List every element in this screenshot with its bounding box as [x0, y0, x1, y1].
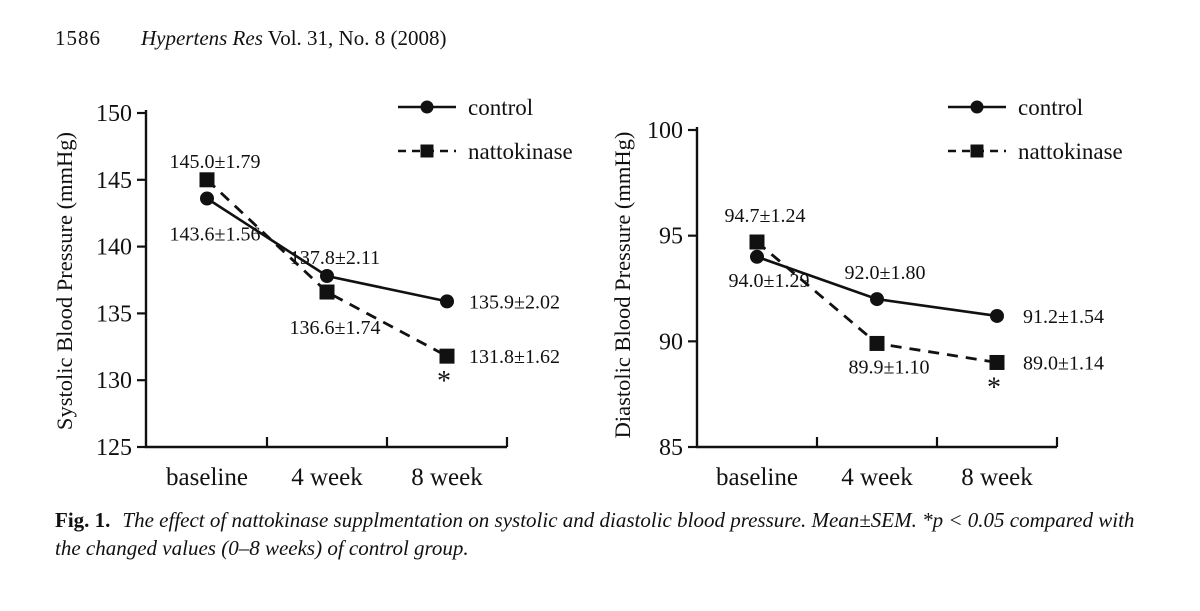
data-point-circle: [750, 249, 764, 264]
y-axis-title: Diastolic Blood Pressure (mmHg): [610, 132, 635, 439]
legend-marker-square: [420, 144, 434, 158]
data-point-square: [749, 234, 765, 250]
data-point-square: [989, 354, 1005, 370]
point-value-label: 145.0±1.79: [170, 151, 261, 173]
data-point-square: [319, 284, 335, 300]
legend-marker-circle: [970, 100, 984, 114]
data-point-square: [439, 348, 455, 364]
point-value-label: 89.0±1.14: [1023, 352, 1104, 374]
category-label: 8 week: [961, 464, 1033, 491]
legend-marker-circle: [420, 100, 434, 114]
data-point-circle: [990, 308, 1004, 323]
point-value-label: 137.8±2.11: [290, 247, 380, 269]
y-tick-label: 100: [647, 118, 683, 144]
y-tick-label: 125: [96, 435, 132, 461]
page-number: 1586: [55, 26, 101, 50]
y-tick-label: 85: [659, 435, 683, 461]
point-value-label: 136.6±1.74: [290, 317, 381, 339]
category-label: 4 week: [841, 464, 913, 491]
point-value-label: 91.2±1.54: [1023, 306, 1104, 328]
legend-label: control: [1018, 95, 1083, 120]
point-value-label: 94.0±1.29: [729, 270, 810, 292]
legend-marker-square: [970, 144, 984, 158]
y-axis-title: Systolic Blood Pressure (mmHg): [52, 132, 77, 430]
data-point-circle: [440, 294, 454, 309]
figure-caption: Fig. 1. The effect of nattokinase supplme…: [55, 506, 1135, 562]
point-value-label: 135.9±2.02: [469, 291, 560, 313]
data-point-circle: [200, 191, 214, 206]
journal-issue: Vol. 31, No. 8 (2008): [262, 26, 447, 50]
legend-label: nattokinase: [1018, 139, 1123, 164]
significance-asterisk: *: [437, 366, 451, 397]
point-value-label: 92.0±1.80: [845, 262, 926, 284]
point-value-label: 131.8±1.62: [469, 346, 560, 368]
data-point-square: [199, 172, 215, 188]
y-tick-label: 140: [96, 235, 132, 261]
y-tick-label: 90: [659, 329, 683, 355]
category-label: 4 week: [291, 464, 363, 491]
nattokinase-line: [206, 178, 448, 358]
y-tick-label: 145: [96, 168, 132, 194]
category-label: 8 week: [411, 464, 483, 491]
running-head: 1586 Hypertens Res Vol. 31, No. 8 (2008): [55, 26, 446, 51]
y-tick-label: 135: [96, 301, 132, 327]
data-point-square: [869, 335, 885, 351]
figure-label: Fig. 1.: [55, 508, 111, 532]
systolic-chart: 125 130 135 140 145 150 baseline 4 week 8 week Sy…: [52, 95, 573, 491]
legend-label: nattokinase: [468, 139, 573, 164]
significance-asterisk: *: [987, 372, 1001, 403]
journal-title: Hypertens Res: [141, 26, 263, 50]
data-point-circle: [870, 292, 884, 307]
figure-caption-text: The effect of nattokinase supplmentation…: [55, 508, 1135, 561]
legend-label: control: [468, 95, 533, 120]
point-value-label: 89.9±1.10: [849, 356, 930, 378]
category-label: baseline: [166, 464, 248, 491]
category-label: baseline: [716, 464, 798, 491]
y-tick-label: 130: [96, 368, 132, 394]
diastolic-chart: 85 90 95 100 baseline 4 week 8 week Diastolic B…: [610, 95, 1123, 491]
point-value-label: 94.7±1.24: [725, 205, 806, 227]
y-tick-label: 150: [96, 101, 132, 127]
point-value-label: 143.6±1.56: [170, 224, 261, 246]
y-tick-label: 95: [659, 224, 683, 250]
data-point-circle: [320, 268, 334, 283]
